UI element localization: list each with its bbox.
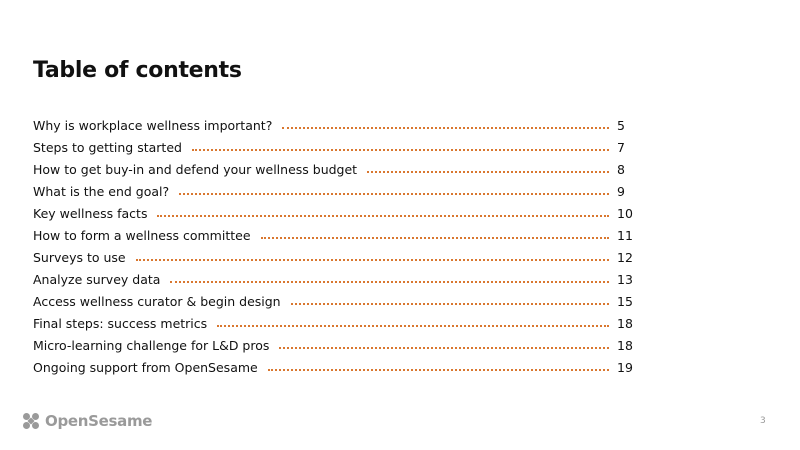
dot-leader <box>267 368 609 371</box>
entry-page: 8 <box>617 162 625 177</box>
brand-name: OpenSesame <box>45 412 153 430</box>
entry-label: Micro-learning challenge for L&D pros <box>33 338 270 353</box>
entry-page: 13 <box>617 272 633 287</box>
entry-page: 15 <box>617 294 633 309</box>
toc-entry: Surveys to use 12 <box>33 243 633 265</box>
dot-leader <box>170 280 609 283</box>
entry-label: Why is workplace wellness important? <box>33 118 273 133</box>
entry-page: 9 <box>617 184 625 199</box>
entry-page: 5 <box>617 118 625 133</box>
entry-label: Steps to getting started <box>33 140 182 155</box>
entry-label: Surveys to use <box>33 250 126 265</box>
toc-entry: How to form a wellness committee 11 <box>33 221 633 243</box>
entry-page: 18 <box>617 316 633 331</box>
dot-leader <box>135 258 609 261</box>
toc-entry: How to get buy-in and defend your wellne… <box>33 155 629 177</box>
entry-page: 10 <box>617 206 633 221</box>
dot-leader <box>157 214 609 217</box>
entry-label: Key wellness facts <box>33 206 148 221</box>
toc-list: Why is workplace wellness important? 5 Ste… <box>33 111 633 375</box>
entry-page: 19 <box>617 360 633 375</box>
toc-entry: Final steps: success metrics 18 <box>33 309 633 331</box>
toc-entry: Access wellness curator & begin design 15 <box>33 287 633 309</box>
entry-label: Access wellness curator & begin design <box>33 294 281 309</box>
dot-leader <box>179 192 609 195</box>
footer-logo: OpenSesame <box>22 412 152 430</box>
entry-label: Analyze survey data <box>33 272 161 287</box>
toc-entry: Ongoing support from OpenSesame 19 <box>33 353 633 375</box>
dot-leader <box>217 324 609 327</box>
entry-label: How to form a wellness committee <box>33 228 251 243</box>
entry-label: What is the end goal? <box>33 184 170 199</box>
toc-entry: What is the end goal? 9 <box>33 177 629 199</box>
entry-label: Final steps: success metrics <box>33 316 208 331</box>
toc-entry: Key wellness facts 10 <box>33 199 633 221</box>
entry-label: How to get buy-in and defend your wellne… <box>33 162 358 177</box>
entry-page: 12 <box>617 250 633 265</box>
entry-page: 18 <box>617 338 633 353</box>
dot-leader <box>367 170 609 173</box>
dot-leader <box>282 126 609 129</box>
toc-entry: Micro-learning challenge for L&D pros 18 <box>33 331 633 353</box>
dot-leader <box>191 148 609 151</box>
toc-entry: Steps to getting started 7 <box>33 133 629 155</box>
dot-leader <box>260 236 609 239</box>
toc-entry: Why is workplace wellness important? 5 <box>33 111 629 133</box>
entry-page: 7 <box>617 140 625 155</box>
dot-leader <box>279 346 609 349</box>
dot-leader <box>290 302 609 305</box>
toc-entry: Analyze survey data 13 <box>33 265 633 287</box>
entry-label: Ongoing support from OpenSesame <box>33 360 258 375</box>
title: Table of contents <box>33 58 242 83</box>
entry-page: 11 <box>617 228 633 243</box>
logo-icon <box>23 413 39 429</box>
slide-number: 3 <box>760 416 766 426</box>
